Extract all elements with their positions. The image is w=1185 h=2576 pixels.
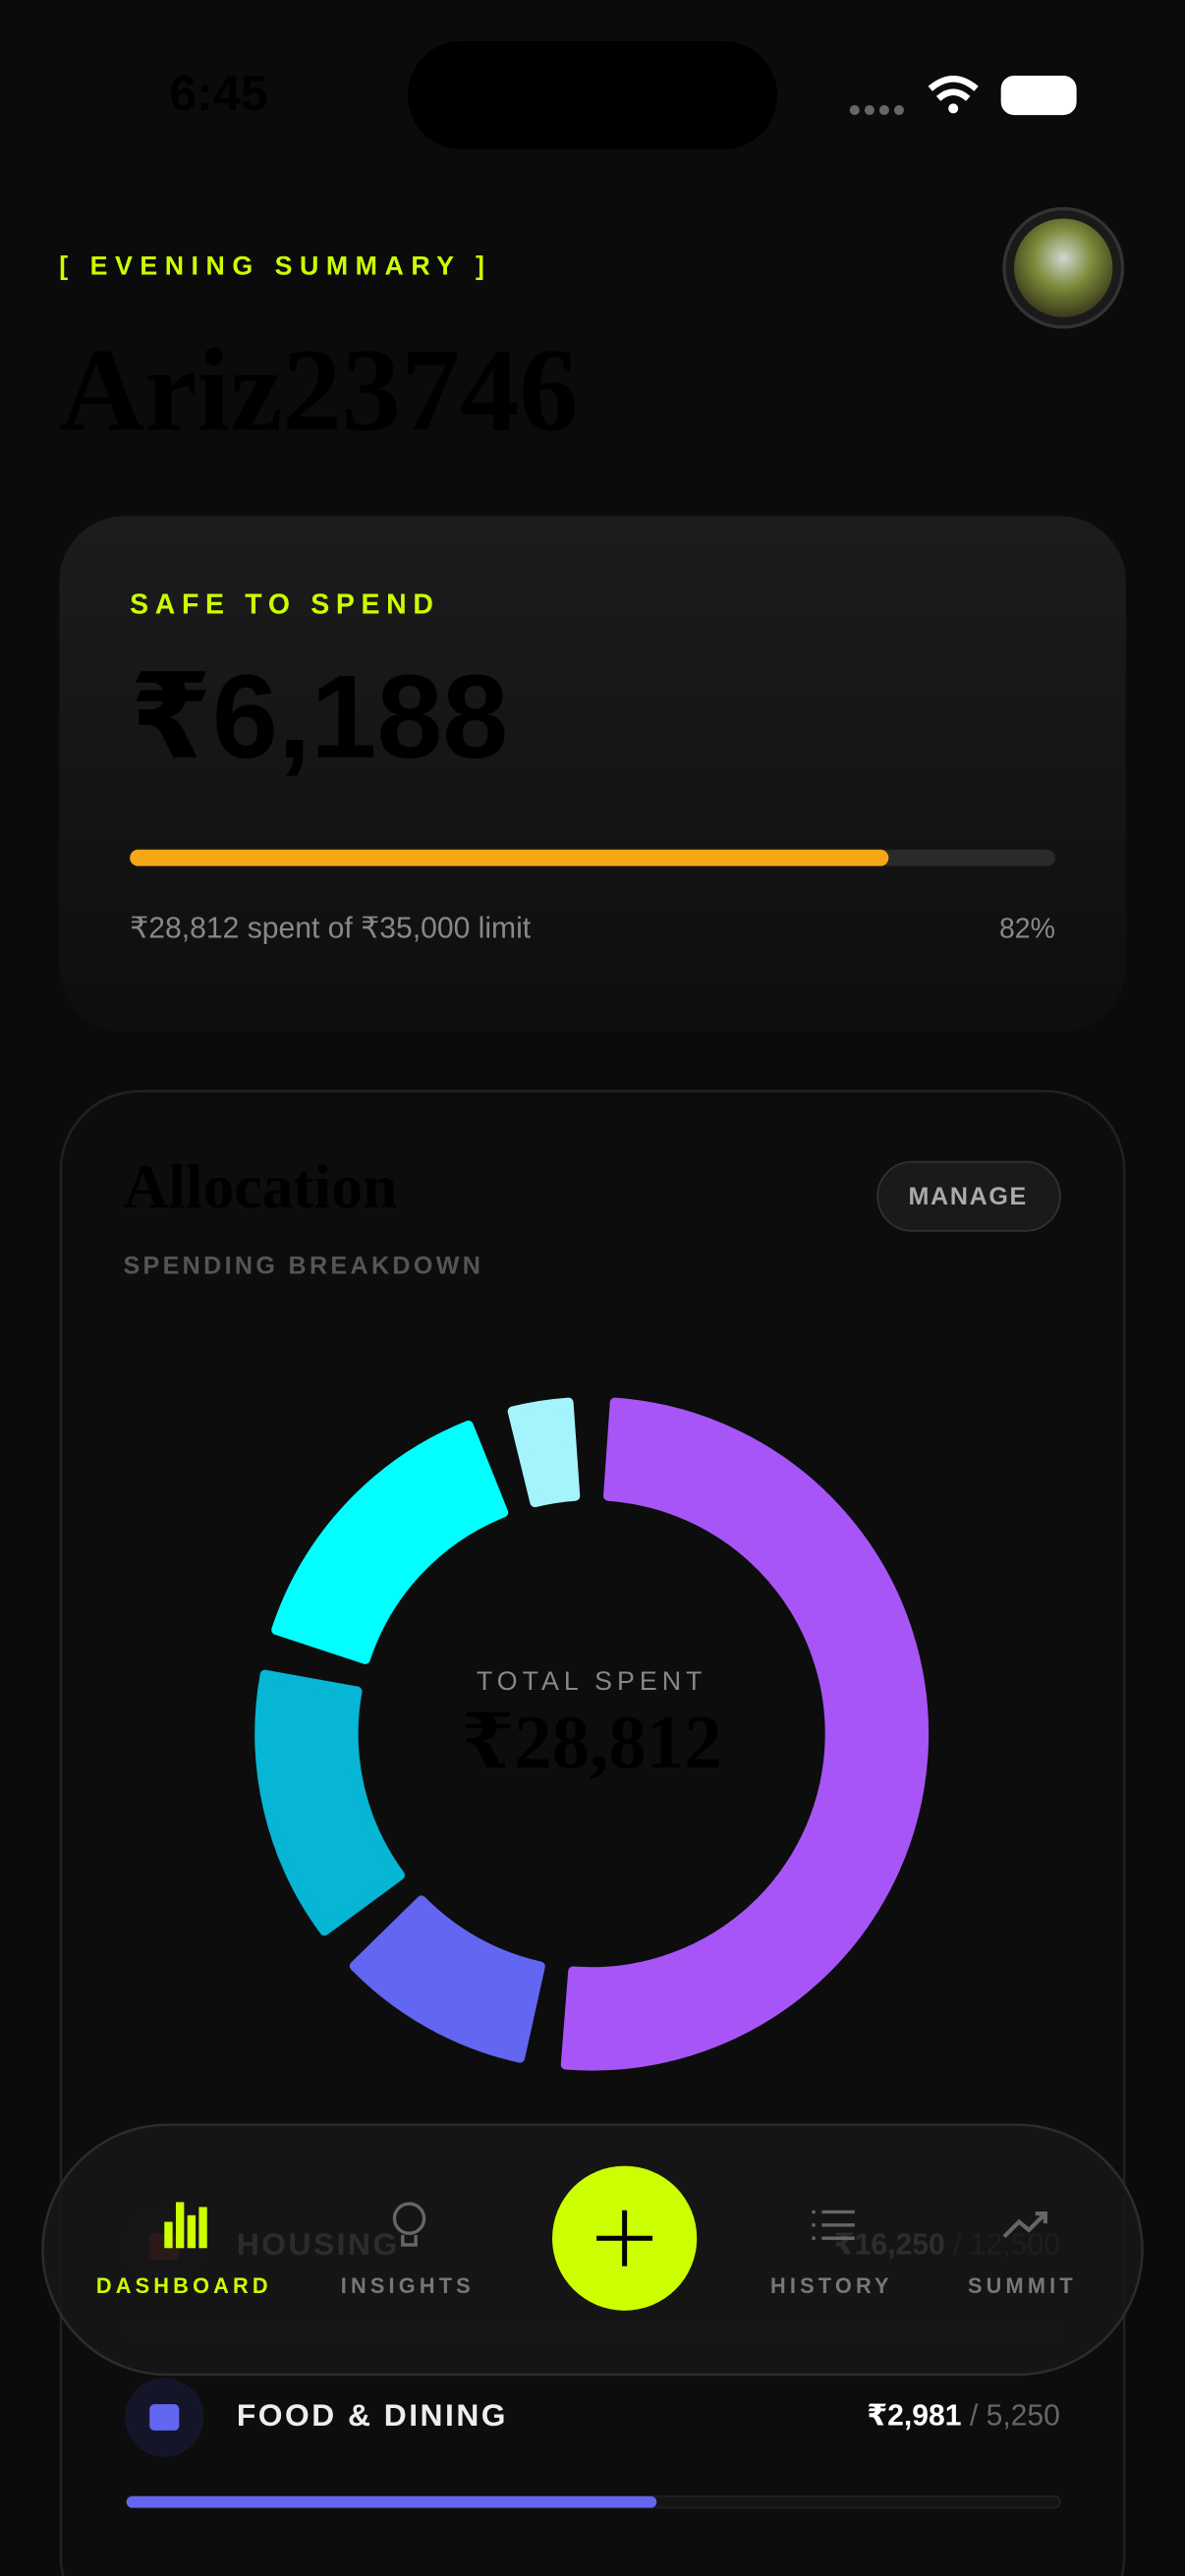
add-icon[interactable] [596, 2210, 653, 2267]
allocation-subtitle: SPENDING BREAKDOWN [123, 1252, 483, 1279]
battery [1000, 75, 1077, 116]
donut-segment [271, 1420, 509, 1664]
wifi-dot [948, 103, 959, 114]
progress-fill [130, 849, 889, 867]
dynamic-island [407, 40, 778, 150]
manage-label[interactable]: MANAGE [908, 1183, 1028, 1210]
donut-segment [507, 1397, 581, 1508]
center-label: TOTAL SPENT [477, 1666, 707, 1696]
donut-segment [254, 1669, 405, 1936]
safe-percent: 82% [999, 913, 1055, 944]
signal [849, 105, 904, 116]
dashboard-icon[interactable] [164, 2202, 207, 2249]
donut-segment [349, 1895, 545, 2063]
safe-label: SAFE TO SPEND [130, 589, 439, 621]
category-glyph [149, 2404, 180, 2431]
safe-card [59, 516, 1126, 1033]
nav-label[interactable]: DASHBOARD [96, 2273, 272, 2298]
category-name: FOOD & DINING [237, 2397, 508, 2433]
nav-label[interactable]: INSIGHTS [341, 2273, 475, 2298]
safe-summary: ₹28,812 spent of ₹35,000 limit [130, 913, 532, 945]
avatar[interactable] [1014, 218, 1113, 317]
nav-label[interactable]: SUMMIT [968, 2273, 1077, 2298]
allocation-title: Allocation [123, 1151, 397, 1221]
nav-label[interactable]: HISTORY [770, 2273, 893, 2298]
insights-icon[interactable] [392, 2202, 426, 2247]
status-time: 6:45 [169, 66, 267, 121]
category-limit: / 5,250 [970, 2399, 1060, 2432]
summit-icon[interactable] [1002, 2212, 1047, 2239]
safe-amount: ₹6,188 [130, 650, 508, 783]
manage-button[interactable] [876, 1160, 1061, 1232]
history-icon[interactable] [812, 2210, 855, 2240]
header-label: [ EVENING SUMMARY ] [59, 252, 491, 281]
donut [254, 1397, 930, 2071]
username: Ariz23746 [59, 325, 578, 456]
category-bar [126, 2495, 657, 2508]
wifi [928, 75, 979, 101]
donut-segment [560, 1397, 930, 2071]
category-spent: ₹2,981 [867, 2399, 961, 2432]
center-value: ₹28,812 [462, 1700, 722, 1784]
